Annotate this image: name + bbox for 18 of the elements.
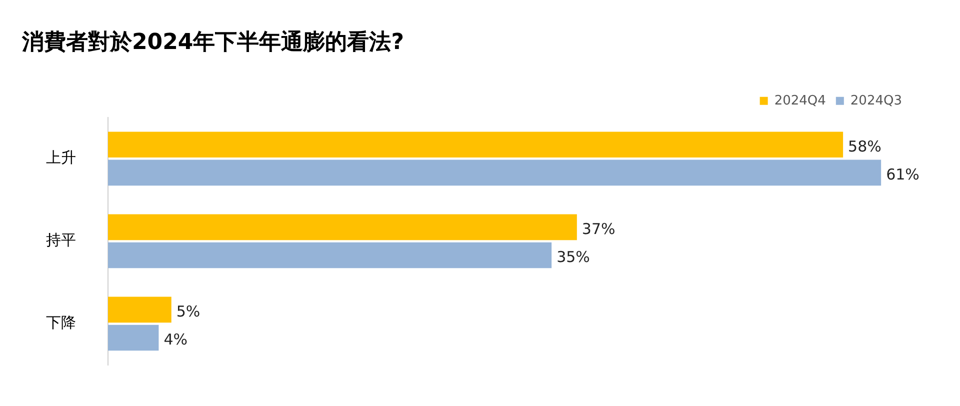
chart-title: 消費者對於2024年下半年通膨的看法? — [21, 30, 404, 55]
legend-label: 2024Q4 — [774, 93, 826, 108]
y-tick-label: 下降 — [46, 314, 76, 332]
data-label: 4% — [164, 330, 188, 349]
bar — [108, 160, 882, 186]
data-label: 35% — [556, 248, 590, 266]
data-label: 37% — [582, 220, 616, 238]
data-label: 61% — [886, 166, 920, 184]
bar — [108, 214, 577, 240]
bar — [108, 296, 172, 323]
bar — [108, 324, 159, 351]
y-tick-label: 持平 — [46, 231, 76, 250]
bar — [108, 242, 552, 268]
y-tick-label: 上升 — [46, 148, 76, 167]
data-label: 58% — [848, 138, 882, 156]
bar — [108, 132, 844, 158]
data-label: 5% — [176, 302, 200, 321]
legend-label: 2024Q3 — [850, 93, 902, 108]
